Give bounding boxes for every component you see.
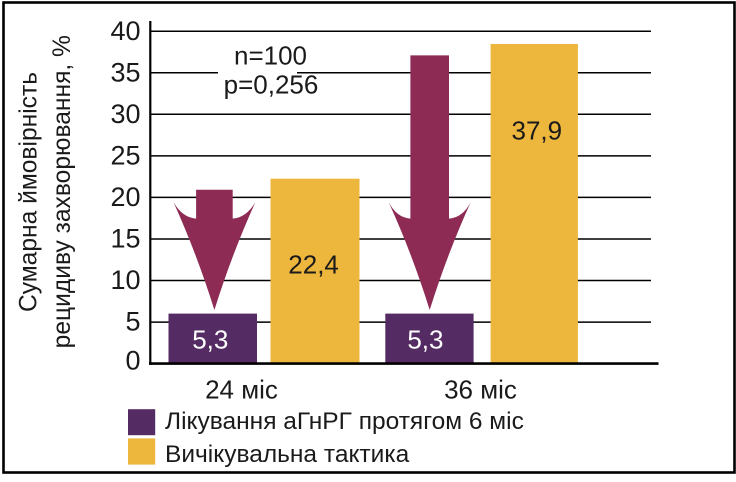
svg-text:37,9: 37,9 bbox=[511, 116, 562, 146]
svg-text:Вичікувальна тактика: Вичікувальна тактика bbox=[165, 441, 410, 468]
svg-text:n=100: n=100 bbox=[234, 41, 307, 71]
svg-text:24 міс: 24 міс bbox=[205, 375, 278, 405]
svg-text:15: 15 bbox=[110, 224, 140, 254]
svg-text:Лікування аГнРГ протягом 6 міс: Лікування аГнРГ протягом 6 міс bbox=[165, 408, 524, 435]
svg-text:20: 20 bbox=[110, 182, 140, 212]
svg-text:5: 5 bbox=[125, 307, 140, 337]
svg-text:22,4: 22,4 bbox=[288, 249, 339, 279]
svg-text:5,3: 5,3 bbox=[192, 325, 228, 355]
svg-text:рецидиву захворювання, %: рецидиву захворювання, % bbox=[49, 35, 76, 348]
svg-text:0: 0 bbox=[125, 346, 140, 376]
svg-text:Сумарна ймовірність: Сумарна ймовірність bbox=[16, 72, 43, 312]
svg-text:35: 35 bbox=[110, 57, 140, 87]
svg-text:5,3: 5,3 bbox=[407, 325, 443, 355]
svg-text:10: 10 bbox=[110, 265, 140, 295]
svg-text:30: 30 bbox=[110, 99, 140, 129]
svg-text:p=0,256: p=0,256 bbox=[224, 70, 319, 100]
svg-text:25: 25 bbox=[110, 141, 140, 171]
svg-text:40: 40 bbox=[110, 16, 140, 46]
svg-text:36 міс: 36 міс bbox=[444, 375, 517, 405]
